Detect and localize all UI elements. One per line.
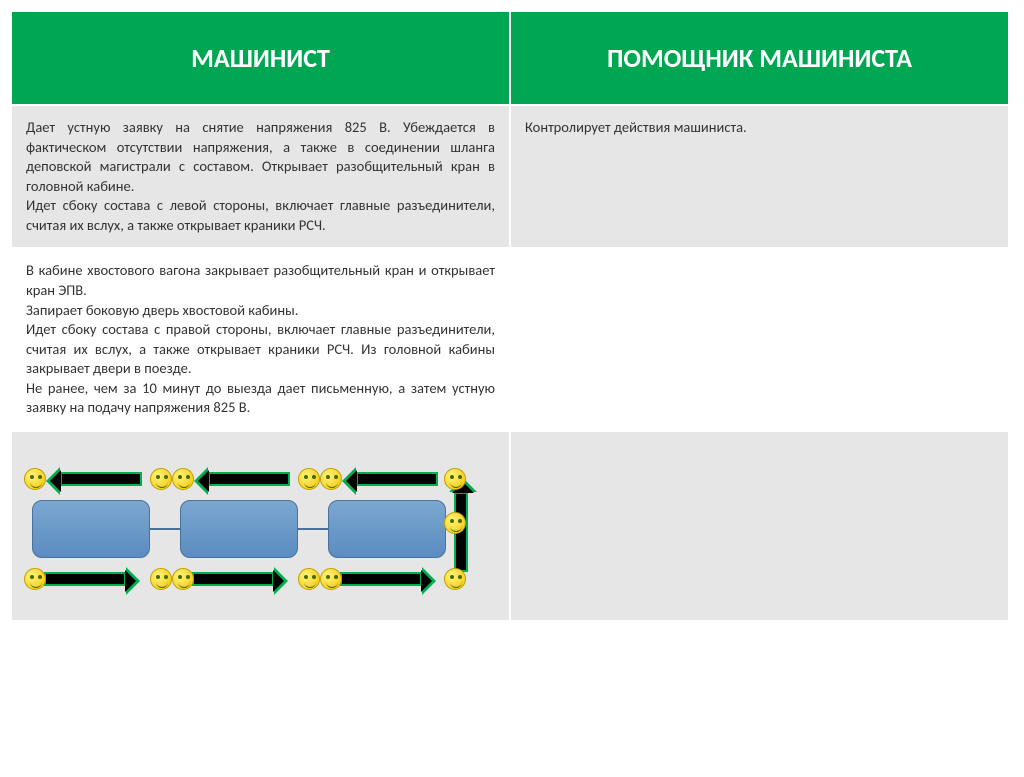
cell-driver-2: В кабине хвостового вагона закрывает раз… <box>11 248 510 431</box>
table-row: В кабине хвостового вагона закрывает раз… <box>11 248 1009 431</box>
smiley-icon <box>172 568 194 590</box>
train-diagram <box>22 450 462 605</box>
cell-assistant-1: Контролирует действия машиниста. <box>510 105 1009 248</box>
smiley-icon <box>150 468 172 490</box>
car-connector <box>298 528 328 530</box>
cell-driver-1: Дает устную заявку на снятие напряжения … <box>11 105 510 248</box>
arrow-right-icon <box>340 572 422 586</box>
smiley-icon <box>298 568 320 590</box>
smiley-icon <box>444 468 466 490</box>
car-connector <box>150 528 180 530</box>
arrow-left-icon <box>208 472 290 486</box>
train-car <box>328 500 446 558</box>
smiley-icon <box>444 512 466 534</box>
smiley-icon <box>298 468 320 490</box>
smiley-icon <box>320 568 342 590</box>
cell-assistant-2 <box>510 248 1009 431</box>
arrow-left-icon <box>60 472 142 486</box>
header-col2: ПОМОЩНИК МАШИНИСТА <box>510 11 1009 105</box>
header-col1: МАШИНИСТ <box>11 11 510 105</box>
train-car <box>180 500 298 558</box>
duties-table: МАШИНИСТ ПОМОЩНИК МАШИНИСТА Дает устную … <box>10 10 1010 622</box>
arrow-left-icon <box>356 472 438 486</box>
smiley-icon <box>320 468 342 490</box>
smiley-icon <box>24 468 46 490</box>
arrow-right-icon <box>192 572 274 586</box>
table-row <box>11 431 1009 621</box>
smiley-icon <box>444 568 466 590</box>
smiley-icon <box>172 468 194 490</box>
smiley-icon <box>24 568 46 590</box>
smiley-icon <box>150 568 172 590</box>
cell-diagram <box>11 431 510 621</box>
train-car <box>32 500 150 558</box>
arrow-right-icon <box>44 572 126 586</box>
table-row: Дает устную заявку на снятие напряжения … <box>11 105 1009 248</box>
cell-empty <box>510 431 1009 621</box>
